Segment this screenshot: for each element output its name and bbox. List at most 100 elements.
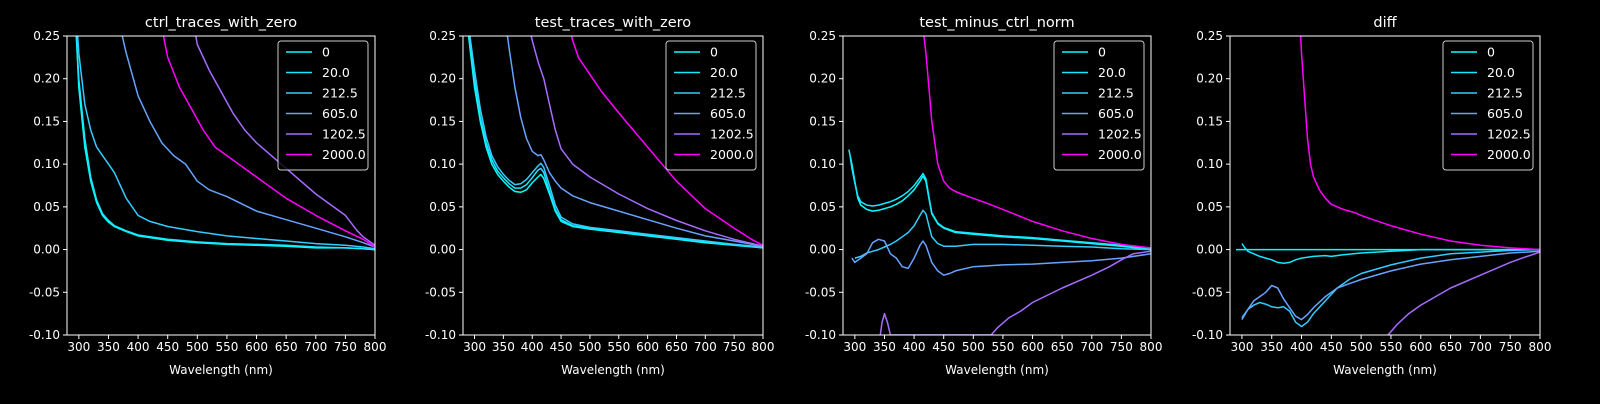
y-tick-label: 0.20 — [429, 72, 456, 86]
series-line-2 — [849, 155, 1151, 250]
y-tick-label: 0.05 — [1196, 200, 1223, 214]
legend-label: 605.0 — [322, 106, 358, 121]
x-tick-label: 350 — [492, 340, 515, 354]
legend-label: 212.5 — [1098, 86, 1134, 101]
y-tick-label: 0.10 — [33, 157, 60, 171]
y-tick-label: 0.00 — [809, 243, 836, 257]
x-axis-label: Wavelength (nm) — [169, 363, 273, 377]
series-line-2 — [75, 36, 375, 251]
legend: 0 20.0 212.5 605.0 1202.5 2000.0 — [1053, 40, 1145, 171]
x-tick-label: 300 — [1230, 340, 1253, 354]
legend-label: 20.0 — [1098, 65, 1126, 80]
y-tick-label: 0.15 — [809, 114, 836, 128]
legend-label: 212.5 — [710, 86, 746, 101]
series-line-5 — [879, 250, 1151, 335]
series-line-6 — [923, 36, 1151, 249]
legend: 0 20.0 212.5 605.0 1202.5 2000.0 — [277, 40, 369, 171]
x-tick-label: 700 — [1469, 340, 1492, 354]
series-line-2 — [1241, 243, 1540, 264]
y-tick-label: 0.20 — [33, 72, 60, 86]
x-axis-label: Wavelength (nm) — [945, 363, 1049, 377]
legend-label: 2000.0 — [1487, 147, 1531, 162]
chart-title: diff — [1373, 15, 1397, 31]
x-tick-label: 550 — [991, 340, 1014, 354]
x-tick-label: 450 — [932, 340, 955, 354]
x-tick-label: 400 — [1290, 340, 1313, 354]
y-tick-label: 0.20 — [809, 72, 836, 86]
series-line-4 — [506, 36, 763, 247]
series-line-4 — [121, 36, 375, 248]
chart-title: test_minus_ctrl_norm — [919, 15, 1074, 31]
series-lines — [467, 36, 763, 249]
x-tick-label: 600 — [1409, 340, 1432, 354]
y-tick-label: 0.10 — [809, 157, 836, 171]
y-tick-label: 0.15 — [429, 114, 456, 128]
series-line-3 — [854, 209, 1151, 259]
x-tick-label: 400 — [127, 340, 150, 354]
x-tick-label: 800 — [1140, 340, 1163, 354]
y-tick-label: -0.05 — [805, 285, 836, 299]
series-line-6 — [162, 36, 375, 248]
axes-frame — [66, 35, 376, 336]
x-tick-label: 650 — [275, 340, 298, 354]
series-line-3 — [76, 36, 375, 250]
legend-label: 1202.5 — [322, 127, 366, 142]
y-tick-label: 0.25 — [33, 29, 60, 43]
series-line-3 — [469, 36, 763, 248]
series-line-1 — [848, 149, 1151, 251]
x-axis-label: Wavelength (nm) — [1333, 363, 1437, 377]
chart-title: ctrl_traces_with_zero — [145, 15, 297, 31]
x-tick-label: 650 — [1439, 340, 1462, 354]
y-tick-label: 0.25 — [429, 29, 456, 43]
series-line-5 — [195, 36, 375, 246]
y-tick-label: 0.00 — [1196, 243, 1223, 257]
legend-label: 605.0 — [710, 106, 746, 121]
x-tick-label: 650 — [1051, 340, 1074, 354]
x-tick-label: 650 — [665, 340, 688, 354]
series-line-6 — [1299, 36, 1540, 251]
x-tick-label: 750 — [1499, 340, 1522, 354]
legend-label: 20.0 — [322, 65, 350, 80]
axes-frame — [842, 35, 1152, 336]
legend-label: 0 — [1098, 45, 1106, 60]
x-tick-label: 300 — [463, 340, 486, 354]
y-tick-label: 0.10 — [1196, 157, 1223, 171]
legend-label: 20.0 — [1487, 65, 1515, 80]
x-tick-label: 450 — [156, 340, 179, 354]
y-tick-label: 0.05 — [429, 200, 456, 214]
x-tick-label: 700 — [1080, 340, 1103, 354]
legend-label: 0 — [710, 45, 718, 60]
x-tick-label: 800 — [1529, 340, 1552, 354]
x-axis-label: Wavelength (nm) — [561, 363, 665, 377]
x-tick-label: 750 — [723, 340, 746, 354]
legend: 0 20.0 212.5 605.0 1202.5 2000.0 — [665, 40, 757, 171]
legend: 0 20.0 212.5 605.0 1202.5 2000.0 — [1442, 40, 1534, 171]
y-tick-label: -0.10 — [425, 328, 456, 342]
x-tick-label: 300 — [67, 340, 90, 354]
legend-label: 0 — [1487, 45, 1495, 60]
legend-label: 0 — [322, 45, 330, 60]
y-tick-label: 0.00 — [33, 243, 60, 257]
series-line-5 — [1387, 251, 1540, 335]
chart-panel-3: 300 350 400 450 500 550 600 650 700 750 800 -0.10 -0… — [805, 15, 1163, 377]
series-lines — [75, 36, 375, 251]
legend-label: 2000.0 — [710, 147, 754, 162]
axes-frame — [462, 35, 764, 336]
y-tick-label: 0.25 — [1196, 29, 1223, 43]
series-lines — [848, 36, 1151, 335]
x-tick-label: 750 — [334, 340, 357, 354]
x-tick-label: 500 — [186, 340, 209, 354]
x-tick-label: 600 — [245, 340, 268, 354]
legend-label: 1202.5 — [1487, 127, 1531, 142]
y-tick-label: 0.15 — [33, 114, 60, 128]
y-tick-label: 0.15 — [1196, 114, 1223, 128]
series-line-3 — [1241, 248, 1540, 328]
y-tick-label: -0.05 — [425, 285, 456, 299]
y-tick-label: 0.25 — [809, 29, 836, 43]
y-tick-label: 0.20 — [1196, 72, 1223, 86]
x-tick-label: 350 — [873, 340, 896, 354]
x-tick-label: 500 — [1350, 340, 1373, 354]
y-tick-label: -0.05 — [1192, 285, 1223, 299]
